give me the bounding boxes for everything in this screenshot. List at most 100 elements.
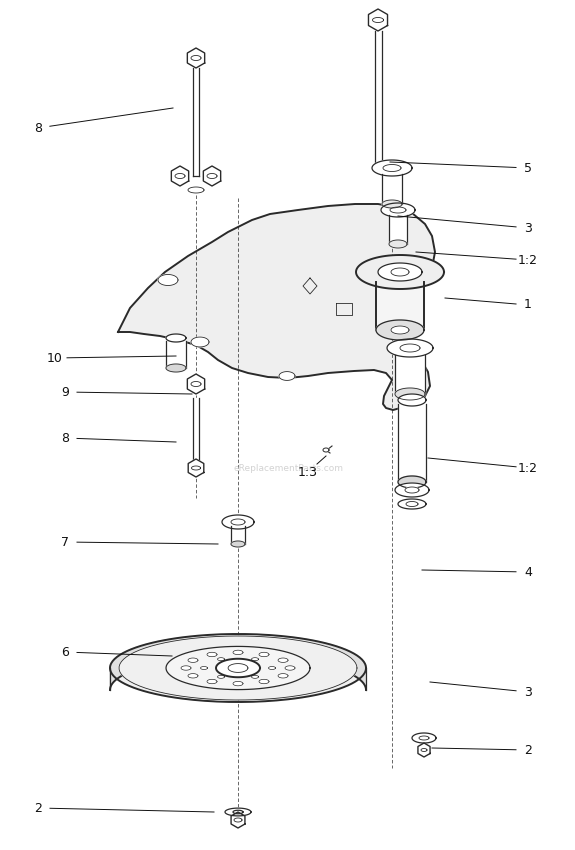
Text: 3: 3 [524, 685, 532, 699]
Polygon shape [376, 320, 424, 340]
Polygon shape [193, 68, 199, 176]
Polygon shape [204, 166, 221, 186]
Polygon shape [193, 398, 199, 468]
Polygon shape [259, 652, 269, 657]
Polygon shape [231, 541, 245, 547]
Text: 8: 8 [61, 432, 69, 445]
Text: 1:2: 1:2 [518, 253, 538, 267]
Polygon shape [118, 204, 435, 410]
Polygon shape [405, 487, 419, 493]
Polygon shape [158, 275, 178, 286]
Polygon shape [191, 337, 209, 347]
Polygon shape [378, 263, 422, 281]
Polygon shape [187, 48, 205, 68]
Polygon shape [398, 476, 426, 488]
Text: 1:3: 1:3 [298, 466, 318, 479]
Polygon shape [191, 466, 201, 470]
Text: 2: 2 [34, 802, 42, 814]
Polygon shape [259, 679, 269, 683]
Text: 9: 9 [61, 386, 69, 399]
Text: 6: 6 [61, 645, 69, 659]
Polygon shape [398, 499, 426, 509]
Polygon shape [373, 18, 384, 22]
Polygon shape [285, 666, 295, 670]
Polygon shape [395, 388, 425, 400]
Polygon shape [217, 658, 224, 660]
Polygon shape [251, 676, 259, 678]
Polygon shape [201, 666, 208, 670]
Polygon shape [269, 666, 275, 670]
Polygon shape [323, 448, 329, 452]
Polygon shape [374, 31, 381, 168]
Polygon shape [382, 200, 402, 208]
Polygon shape [233, 810, 243, 813]
Polygon shape [412, 733, 436, 743]
Polygon shape [166, 646, 310, 689]
Polygon shape [222, 515, 254, 529]
Polygon shape [166, 341, 186, 368]
Polygon shape [391, 268, 409, 276]
Polygon shape [166, 364, 186, 372]
Text: 3: 3 [524, 222, 532, 235]
Polygon shape [390, 207, 406, 213]
Text: 5: 5 [524, 162, 532, 174]
Polygon shape [188, 658, 198, 662]
Polygon shape [382, 174, 402, 204]
Polygon shape [389, 240, 407, 248]
Polygon shape [233, 650, 243, 654]
Polygon shape [395, 355, 425, 394]
Polygon shape [372, 160, 412, 176]
Polygon shape [391, 326, 409, 334]
Polygon shape [187, 374, 205, 394]
Polygon shape [356, 255, 444, 289]
Polygon shape [217, 676, 224, 678]
Polygon shape [216, 659, 260, 677]
Text: 7: 7 [61, 536, 69, 548]
Polygon shape [188, 673, 198, 678]
Text: 2: 2 [524, 744, 532, 756]
Polygon shape [418, 743, 430, 757]
Polygon shape [119, 636, 357, 700]
Polygon shape [231, 812, 245, 828]
Polygon shape [251, 658, 259, 660]
Polygon shape [398, 404, 426, 482]
Polygon shape [225, 808, 251, 816]
Polygon shape [381, 203, 415, 217]
Polygon shape [278, 673, 288, 678]
Polygon shape [181, 666, 191, 670]
Polygon shape [207, 173, 217, 178]
Polygon shape [398, 394, 426, 406]
Polygon shape [171, 166, 189, 186]
Polygon shape [419, 736, 429, 740]
Polygon shape [406, 502, 418, 507]
Polygon shape [400, 344, 420, 352]
Polygon shape [389, 215, 407, 244]
Polygon shape [231, 519, 245, 525]
Polygon shape [110, 634, 366, 690]
Polygon shape [233, 682, 243, 686]
Polygon shape [188, 187, 204, 193]
Polygon shape [383, 165, 401, 172]
Text: eReplacementParts.com: eReplacementParts.com [233, 463, 343, 473]
Polygon shape [175, 173, 185, 178]
Polygon shape [188, 459, 204, 477]
Polygon shape [395, 483, 429, 497]
Polygon shape [234, 818, 242, 822]
Polygon shape [231, 526, 245, 544]
Polygon shape [387, 339, 433, 357]
Polygon shape [376, 282, 424, 330]
Text: 1:2: 1:2 [518, 462, 538, 474]
Text: 10: 10 [47, 352, 63, 365]
Polygon shape [191, 55, 201, 60]
Polygon shape [191, 382, 201, 387]
Polygon shape [279, 371, 295, 381]
Text: 1: 1 [524, 298, 532, 311]
Text: 8: 8 [34, 122, 42, 134]
Text: 4: 4 [524, 565, 532, 579]
Polygon shape [110, 634, 366, 702]
Polygon shape [228, 664, 248, 672]
Polygon shape [207, 652, 217, 657]
Polygon shape [421, 749, 427, 751]
Polygon shape [166, 334, 186, 342]
Polygon shape [278, 658, 288, 662]
